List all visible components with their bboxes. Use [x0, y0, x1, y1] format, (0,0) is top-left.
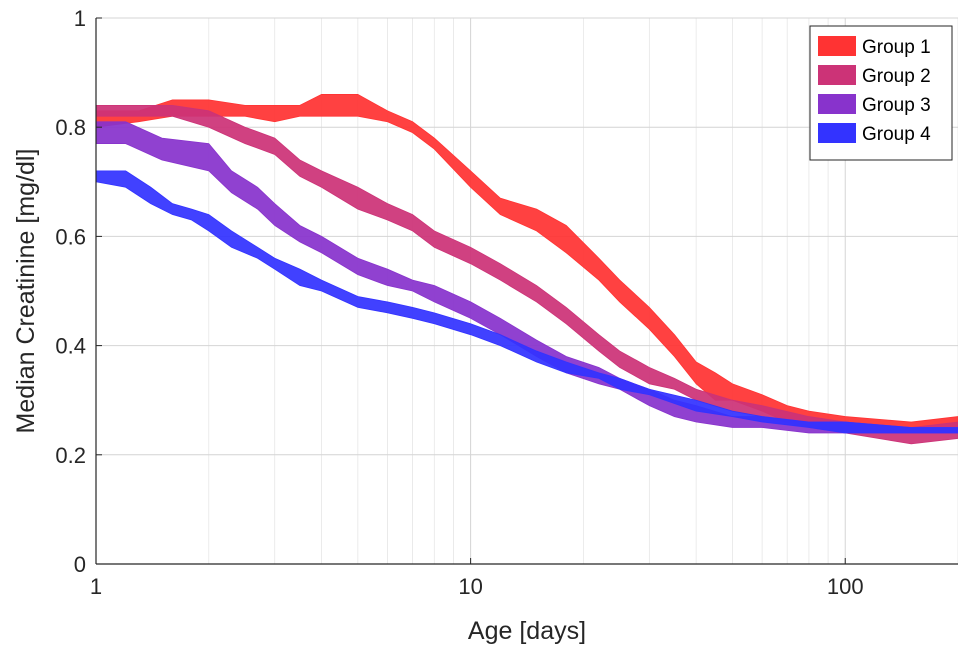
legend-label: Group 3 — [862, 95, 931, 116]
legend-label: Group 2 — [862, 66, 931, 87]
y-tick-label: 0.6 — [55, 224, 86, 249]
x-tick-label: 100 — [827, 574, 864, 599]
series-band-group-1 — [95, 94, 958, 434]
legend-label: Group 1 — [862, 37, 931, 58]
legend-swatch — [818, 94, 856, 114]
y-axis-title: Median Creatinine [mg/dl] — [12, 149, 40, 434]
legend-swatch — [818, 65, 856, 85]
y-tick-label: 1 — [74, 6, 86, 31]
y-tick-label: 0.8 — [55, 115, 86, 140]
x-tick-label: 10 — [458, 574, 482, 599]
x-tick-label: 1 — [90, 574, 102, 599]
legend: Group 1 Group 2 Group 3 Group 4 — [809, 25, 953, 161]
y-tick-label: 0.2 — [55, 443, 86, 468]
y-tick-label: 0.4 — [55, 334, 86, 359]
legend-swatch — [818, 36, 856, 56]
axes — [95, 18, 958, 565]
series-group — [95, 94, 958, 445]
legend-label: Group 4 — [862, 124, 931, 145]
series-band-group-2 — [95, 104, 958, 445]
ticks: 1 10 100 0 0.2 0.4 0.6 0.8 1 — [55, 6, 863, 599]
legend-swatch — [818, 123, 856, 143]
series-band-group-4 — [95, 170, 958, 434]
x-axis-title: Age [days] — [468, 617, 586, 645]
y-tick-label: 0 — [74, 552, 86, 577]
series-band-group-3 — [95, 121, 958, 434]
